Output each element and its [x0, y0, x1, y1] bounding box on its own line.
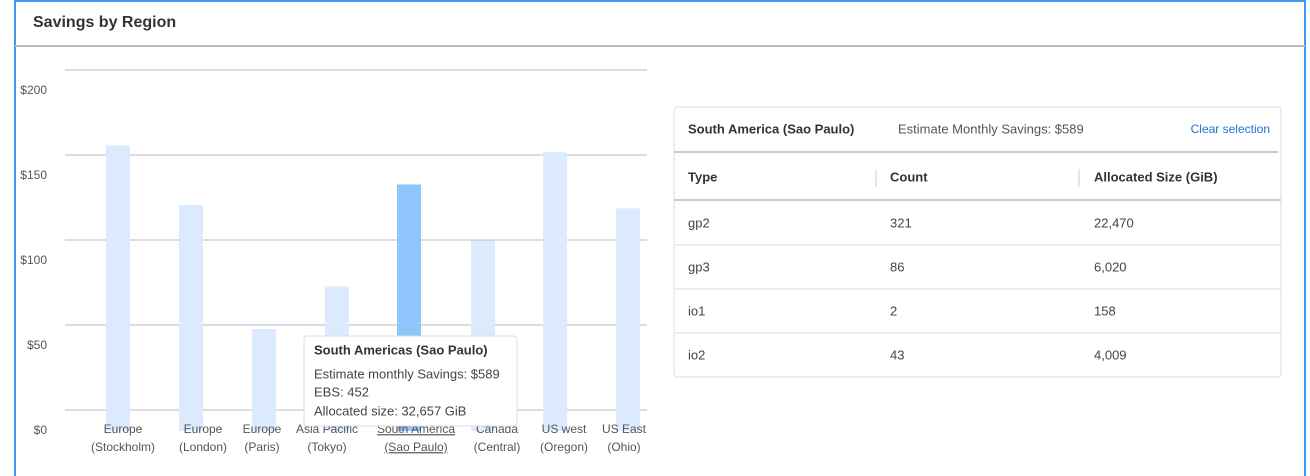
x-tick-label[interactable]: (Stockholm) — [91, 440, 155, 454]
x-tick-label[interactable]: Europe — [104, 422, 143, 436]
tooltip: South Americas (Sao Paulo) Estimate mont… — [303, 335, 518, 427]
cell: 6,020 — [1094, 259, 1127, 274]
clear-selection[interactable]: Clear selection — [1191, 122, 1270, 136]
cell: gp2 — [688, 215, 710, 230]
y-tick-label: $0 — [34, 423, 48, 437]
column-header: Count — [890, 169, 928, 184]
x-tick-label[interactable]: (London) — [179, 440, 227, 454]
y-tick-label: $100 — [20, 253, 47, 267]
cell: 4,009 — [1094, 347, 1127, 362]
x-tick-label[interactable]: (Paris) — [244, 440, 279, 454]
bar[interactable] — [106, 145, 130, 431]
cell: gp3 — [688, 259, 710, 274]
cell: io2 — [688, 347, 705, 362]
bar[interactable] — [543, 152, 567, 431]
column-header: Type — [688, 169, 717, 184]
y-tick-label: $50 — [27, 338, 47, 352]
tooltip-line: EBS: 452 — [314, 384, 369, 399]
column-header: Allocated Size (GiB) — [1094, 169, 1218, 184]
x-tick-label[interactable]: US west — [542, 422, 587, 436]
x-tick-label[interactable]: Europe — [184, 422, 223, 436]
table: Type Count Allocated Size (GiB) gp2 321 22,47… — [674, 169, 1281, 362]
tooltip-line: Allocated size: 32,657 GiB — [314, 403, 466, 418]
panel-region: South America (Sao Paulo) — [688, 121, 854, 136]
x-tick-label[interactable]: (Ohio) — [607, 440, 640, 454]
bar[interactable] — [179, 204, 203, 431]
card-title: Savings by Region — [33, 14, 176, 31]
bar[interactable] — [252, 329, 276, 431]
cell: io1 — [688, 303, 705, 318]
y-tick-label: $200 — [20, 83, 47, 97]
panel-summary: Estimate Monthly Savings: $589 — [898, 121, 1084, 136]
cell: 86 — [890, 259, 904, 274]
x-tick-label[interactable]: (Sao Paulo) — [384, 440, 447, 454]
x-tick-label[interactable]: (Oregon) — [540, 440, 588, 454]
x-tick-label[interactable]: (Tokyo) — [307, 440, 346, 454]
panel-box — [673, 106, 1282, 378]
cell: 158 — [1094, 303, 1116, 318]
x-tick-label[interactable]: Europe — [243, 422, 282, 436]
cell: 22,470 — [1094, 215, 1134, 230]
cell: 321 — [890, 215, 912, 230]
x-tick-label[interactable]: US East — [602, 422, 647, 436]
cell: 43 — [890, 347, 904, 362]
tooltip-box — [303, 335, 518, 427]
tooltip-line: Estimate monthly Savings: $589 — [314, 366, 500, 381]
cell: 2 — [890, 303, 897, 318]
detail-panel: South America (Sao Paulo) Estimate Month… — [673, 106, 1282, 378]
x-tick-label[interactable]: (Central) — [474, 440, 521, 454]
tooltip-title: South Americas (Sao Paulo) — [314, 342, 488, 357]
bar[interactable] — [616, 208, 640, 431]
y-tick-label: $150 — [20, 168, 47, 182]
